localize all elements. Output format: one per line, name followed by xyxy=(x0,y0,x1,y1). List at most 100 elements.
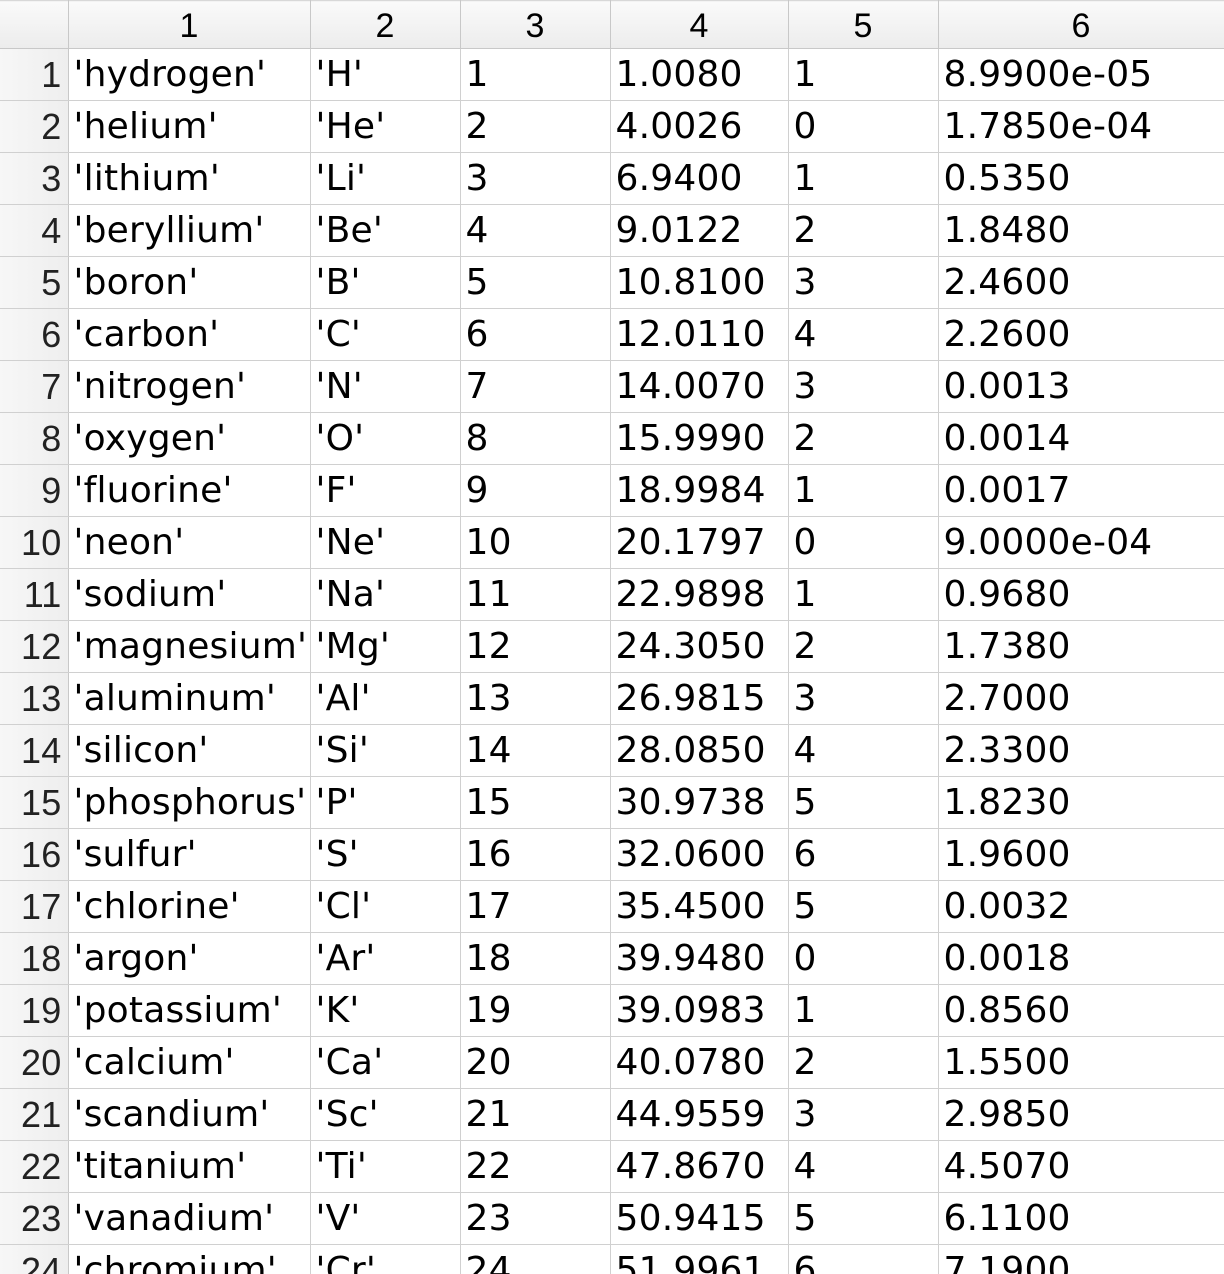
grid-cell[interactable]: 19 xyxy=(460,984,611,1037)
grid-cell[interactable]: 23 xyxy=(460,1192,611,1245)
row-header[interactable]: 6 xyxy=(0,308,69,361)
row-header[interactable]: 9 xyxy=(0,464,69,517)
grid-cell[interactable]: 'C' xyxy=(310,308,461,361)
grid-cell[interactable]: 'magnesium' xyxy=(68,620,311,673)
grid-cell[interactable]: 'Ne' xyxy=(310,516,461,569)
grid-cell[interactable]: 0.8560 xyxy=(938,984,1224,1037)
grid-cell[interactable]: 'titanium' xyxy=(68,1140,311,1193)
grid-cell[interactable]: 14 xyxy=(460,724,611,777)
grid-cell[interactable]: 0 xyxy=(788,100,939,153)
grid-cell[interactable]: 'Ca' xyxy=(310,1036,461,1089)
grid-cell[interactable]: 'boron' xyxy=(68,256,311,309)
grid-cell[interactable]: 24 xyxy=(460,1244,611,1274)
grid-cell[interactable]: 'phosphorus' xyxy=(68,776,311,829)
grid-cell[interactable]: 0 xyxy=(788,516,939,569)
grid-cell[interactable]: 22 xyxy=(460,1140,611,1193)
row-header[interactable]: 12 xyxy=(0,620,69,673)
column-header[interactable]: 5 xyxy=(788,0,939,49)
grid-cell[interactable]: 'sulfur' xyxy=(68,828,311,881)
grid-cell[interactable]: 39.0983 xyxy=(610,984,789,1037)
grid-cell[interactable]: 1 xyxy=(788,464,939,517)
grid-cell[interactable]: 3 xyxy=(788,256,939,309)
grid-cell[interactable]: 'N' xyxy=(310,360,461,413)
grid-cell[interactable]: 47.8670 xyxy=(610,1140,789,1193)
grid-cell[interactable]: 22.9898 xyxy=(610,568,789,621)
grid-cell[interactable]: 13 xyxy=(460,672,611,725)
grid-cell[interactable]: 9.0122 xyxy=(610,204,789,257)
grid-cell[interactable]: 4 xyxy=(788,308,939,361)
grid-cell[interactable]: 0.0014 xyxy=(938,412,1224,465)
grid-cell[interactable]: 'Cr' xyxy=(310,1244,461,1274)
row-header[interactable]: 20 xyxy=(0,1036,69,1089)
grid-cell[interactable]: 11 xyxy=(460,568,611,621)
grid-cell[interactable]: 4 xyxy=(788,1140,939,1193)
row-header[interactable]: 14 xyxy=(0,724,69,777)
grid-cell[interactable]: 3 xyxy=(788,672,939,725)
grid-cell[interactable]: 7.1900 xyxy=(938,1244,1224,1274)
row-header[interactable]: 23 xyxy=(0,1192,69,1245)
grid-cell[interactable]: 1.8230 xyxy=(938,776,1224,829)
grid-cell[interactable]: 5 xyxy=(788,776,939,829)
grid-cell[interactable]: 6.9400 xyxy=(610,152,789,205)
grid-cell[interactable]: 5 xyxy=(460,256,611,309)
grid-cell[interactable]: 21 xyxy=(460,1088,611,1141)
grid-cell[interactable]: 'F' xyxy=(310,464,461,517)
grid-cell[interactable]: 1.7850e-04 xyxy=(938,100,1224,153)
grid-cell[interactable]: 'S' xyxy=(310,828,461,881)
grid-cell[interactable]: 3 xyxy=(460,152,611,205)
grid-cell[interactable]: 'lithium' xyxy=(68,152,311,205)
grid-cell[interactable]: 5 xyxy=(788,880,939,933)
grid-cell[interactable]: 2.2600 xyxy=(938,308,1224,361)
grid-cell[interactable]: 0.0017 xyxy=(938,464,1224,517)
grid-cell[interactable]: 'Li' xyxy=(310,152,461,205)
row-header[interactable]: 3 xyxy=(0,152,69,205)
grid-cell[interactable]: 9 xyxy=(460,464,611,517)
grid-cell[interactable]: 16 xyxy=(460,828,611,881)
grid-cell[interactable]: 17 xyxy=(460,880,611,933)
grid-cell[interactable]: 'vanadium' xyxy=(68,1192,311,1245)
grid-cell[interactable]: 2 xyxy=(788,1036,939,1089)
grid-cell[interactable]: 4 xyxy=(788,724,939,777)
grid-cell[interactable]: 51.9961 xyxy=(610,1244,789,1274)
grid-cell[interactable]: 'He' xyxy=(310,100,461,153)
grid-cell[interactable]: 9.0000e-04 xyxy=(938,516,1224,569)
grid-cell[interactable]: 1.8480 xyxy=(938,204,1224,257)
grid-cell[interactable]: 'Sc' xyxy=(310,1088,461,1141)
grid-cell[interactable]: 'O' xyxy=(310,412,461,465)
grid-cell[interactable]: 18.9984 xyxy=(610,464,789,517)
row-header[interactable]: 11 xyxy=(0,568,69,621)
grid-cell[interactable]: 'chlorine' xyxy=(68,880,311,933)
grid-cell[interactable]: 10.8100 xyxy=(610,256,789,309)
grid-cell[interactable]: 'nitrogen' xyxy=(68,360,311,413)
grid-cell[interactable]: 'Be' xyxy=(310,204,461,257)
grid-cell[interactable]: 'Ti' xyxy=(310,1140,461,1193)
grid-cell[interactable]: 'Mg' xyxy=(310,620,461,673)
grid-cell[interactable]: 0.0032 xyxy=(938,880,1224,933)
grid-cell[interactable]: 'neon' xyxy=(68,516,311,569)
grid-cell[interactable]: 15.9990 xyxy=(610,412,789,465)
grid-cell[interactable]: 'carbon' xyxy=(68,308,311,361)
grid-cell[interactable]: 1.0080 xyxy=(610,48,789,101)
grid-cell[interactable]: 6 xyxy=(788,1244,939,1274)
corner-cell[interactable] xyxy=(0,0,69,49)
grid-cell[interactable]: 'silicon' xyxy=(68,724,311,777)
grid-cell[interactable]: 'argon' xyxy=(68,932,311,985)
grid-cell[interactable]: 3 xyxy=(788,1088,939,1141)
row-header[interactable]: 22 xyxy=(0,1140,69,1193)
grid-cell[interactable]: 'B' xyxy=(310,256,461,309)
grid-cell[interactable]: 15 xyxy=(460,776,611,829)
grid-cell[interactable]: 0.9680 xyxy=(938,568,1224,621)
grid-cell[interactable]: 2 xyxy=(788,412,939,465)
grid-cell[interactable]: 'K' xyxy=(310,984,461,1037)
grid-cell[interactable]: 1.5500 xyxy=(938,1036,1224,1089)
grid-cell[interactable]: 'chromium' xyxy=(68,1244,311,1274)
row-header[interactable]: 8 xyxy=(0,412,69,465)
grid-cell[interactable]: 20 xyxy=(460,1036,611,1089)
column-header[interactable]: 2 xyxy=(310,0,461,49)
row-header[interactable]: 17 xyxy=(0,880,69,933)
grid-cell[interactable]: 2 xyxy=(788,620,939,673)
grid-cell[interactable]: 4.0026 xyxy=(610,100,789,153)
row-header[interactable]: 7 xyxy=(0,360,69,413)
grid-cell[interactable]: 35.4500 xyxy=(610,880,789,933)
grid-cell[interactable]: 18 xyxy=(460,932,611,985)
